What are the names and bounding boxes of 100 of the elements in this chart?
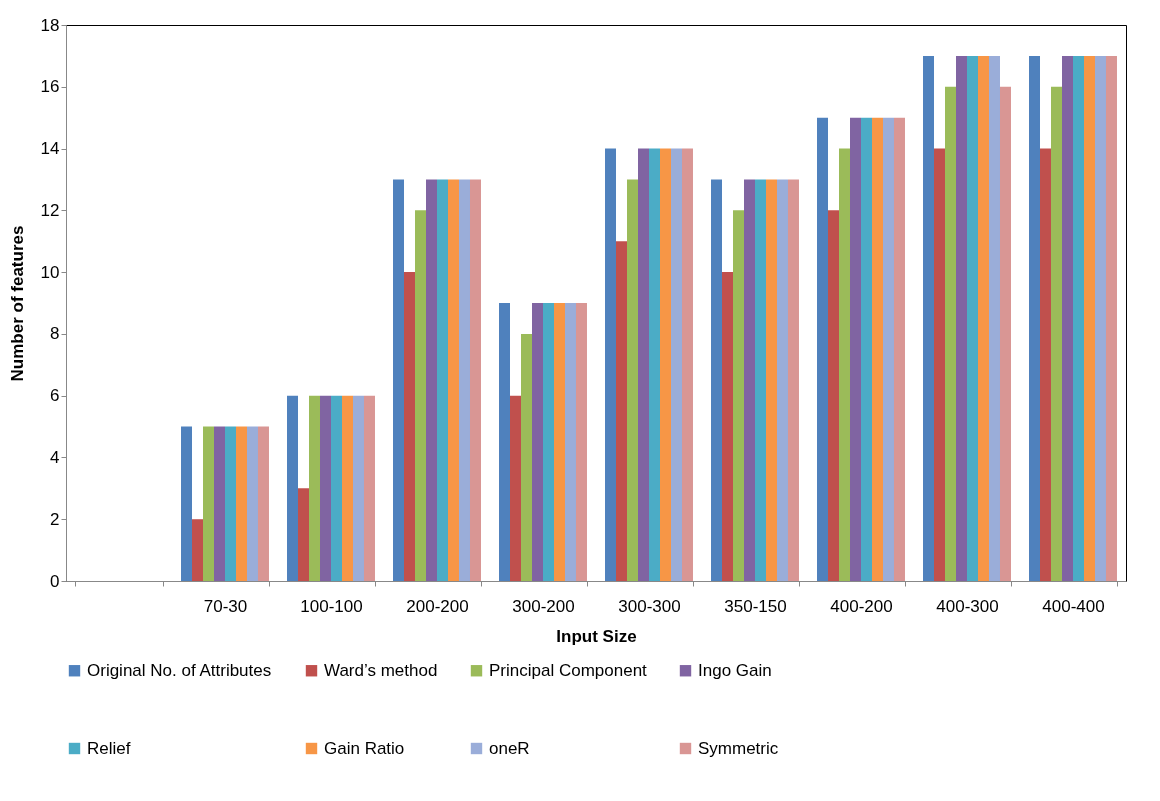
bar [733, 210, 744, 581]
bar [246, 426, 258, 581]
x-tick-label: 300-300 [618, 596, 681, 616]
bar [978, 55, 989, 581]
y-tick-label: 14 [40, 139, 60, 159]
bar [755, 179, 766, 581]
bar [681, 148, 693, 581]
bar [257, 426, 269, 581]
x-tick-label: 100-100 [300, 596, 363, 616]
bar [499, 303, 511, 581]
bar [565, 303, 576, 581]
bar [766, 179, 777, 581]
x-tick-label: 400-200 [830, 596, 893, 616]
bar [722, 272, 733, 581]
bar [1073, 55, 1084, 581]
bar [1029, 55, 1041, 581]
x-tick-label: 350-150 [724, 596, 787, 616]
x-tick-label: 200-200 [406, 596, 469, 616]
bar [236, 426, 247, 581]
bar [426, 179, 437, 581]
bar [627, 179, 638, 581]
y-tick-label: 2 [50, 509, 60, 529]
bar [363, 395, 375, 581]
bar [817, 117, 829, 581]
bar [828, 210, 839, 581]
bar [448, 179, 459, 581]
legend-label: Relief [87, 738, 131, 758]
bar [605, 148, 617, 581]
legend-label: Gain Ratio [324, 738, 405, 758]
bar [393, 179, 405, 581]
bar [287, 395, 299, 581]
bar [671, 148, 682, 581]
bar [521, 333, 532, 581]
legend-label: oneR [489, 738, 530, 758]
bar [404, 272, 416, 581]
bar [510, 395, 522, 581]
bar [1062, 55, 1073, 581]
bar [181, 426, 193, 581]
bar [1084, 55, 1095, 581]
y-tick-label: 18 [40, 15, 60, 35]
bar [214, 426, 225, 581]
y-tick-label: 12 [40, 200, 60, 220]
legend-label: Ingo Gain [698, 660, 772, 680]
bar [850, 117, 861, 581]
bar [320, 395, 331, 581]
y-tick-label: 6 [50, 386, 60, 406]
bar [1094, 55, 1106, 581]
bar [469, 179, 481, 581]
bar [459, 179, 470, 581]
bar [1105, 55, 1117, 581]
legend-label: Ward’s method [324, 660, 438, 680]
bar [934, 148, 945, 581]
bar [1051, 86, 1062, 581]
bar [298, 488, 310, 581]
bar [554, 303, 565, 581]
x-tick-label: 300-200 [512, 596, 575, 616]
y-tick-label: 8 [50, 324, 60, 344]
bar [331, 395, 342, 581]
bar [893, 117, 905, 581]
y-tick-label: 4 [50, 447, 60, 467]
x-axis-title: Input Size [556, 626, 637, 646]
bar [437, 179, 448, 581]
bar [192, 519, 204, 581]
bar [1040, 148, 1051, 581]
bar [543, 303, 554, 581]
x-tick-label: 70-30 [203, 596, 248, 616]
bar [861, 117, 872, 581]
bar [342, 395, 353, 581]
bar [956, 55, 967, 581]
bar [638, 148, 649, 581]
y-tick-label: 0 [50, 571, 60, 591]
bar [649, 148, 660, 581]
bar [839, 148, 850, 581]
bar [923, 55, 935, 581]
legend-label: Principal Component [489, 660, 648, 680]
x-tick-label: 400-400 [1042, 596, 1105, 616]
bar [353, 395, 364, 581]
bar [575, 303, 587, 581]
y-tick-label: 16 [40, 77, 60, 97]
bar [225, 426, 236, 581]
y-tick-label: 10 [40, 262, 60, 282]
bar [415, 210, 426, 581]
bar [989, 55, 1000, 581]
x-tick-label: 400-300 [936, 596, 999, 616]
legend-label: Symmetric [698, 738, 779, 758]
bar [777, 179, 788, 581]
bar [532, 303, 543, 581]
bar [967, 55, 978, 581]
bar [616, 241, 627, 581]
y-axis-title: Number of features [7, 225, 27, 382]
bar [883, 117, 894, 581]
bar [203, 426, 214, 581]
bar [787, 179, 799, 581]
bar [711, 179, 723, 581]
bar [309, 395, 320, 581]
bar [660, 148, 671, 581]
bar [744, 179, 755, 581]
bar [872, 117, 883, 581]
bar [945, 86, 956, 581]
legend-label: Original No. of Attributes [87, 660, 272, 680]
